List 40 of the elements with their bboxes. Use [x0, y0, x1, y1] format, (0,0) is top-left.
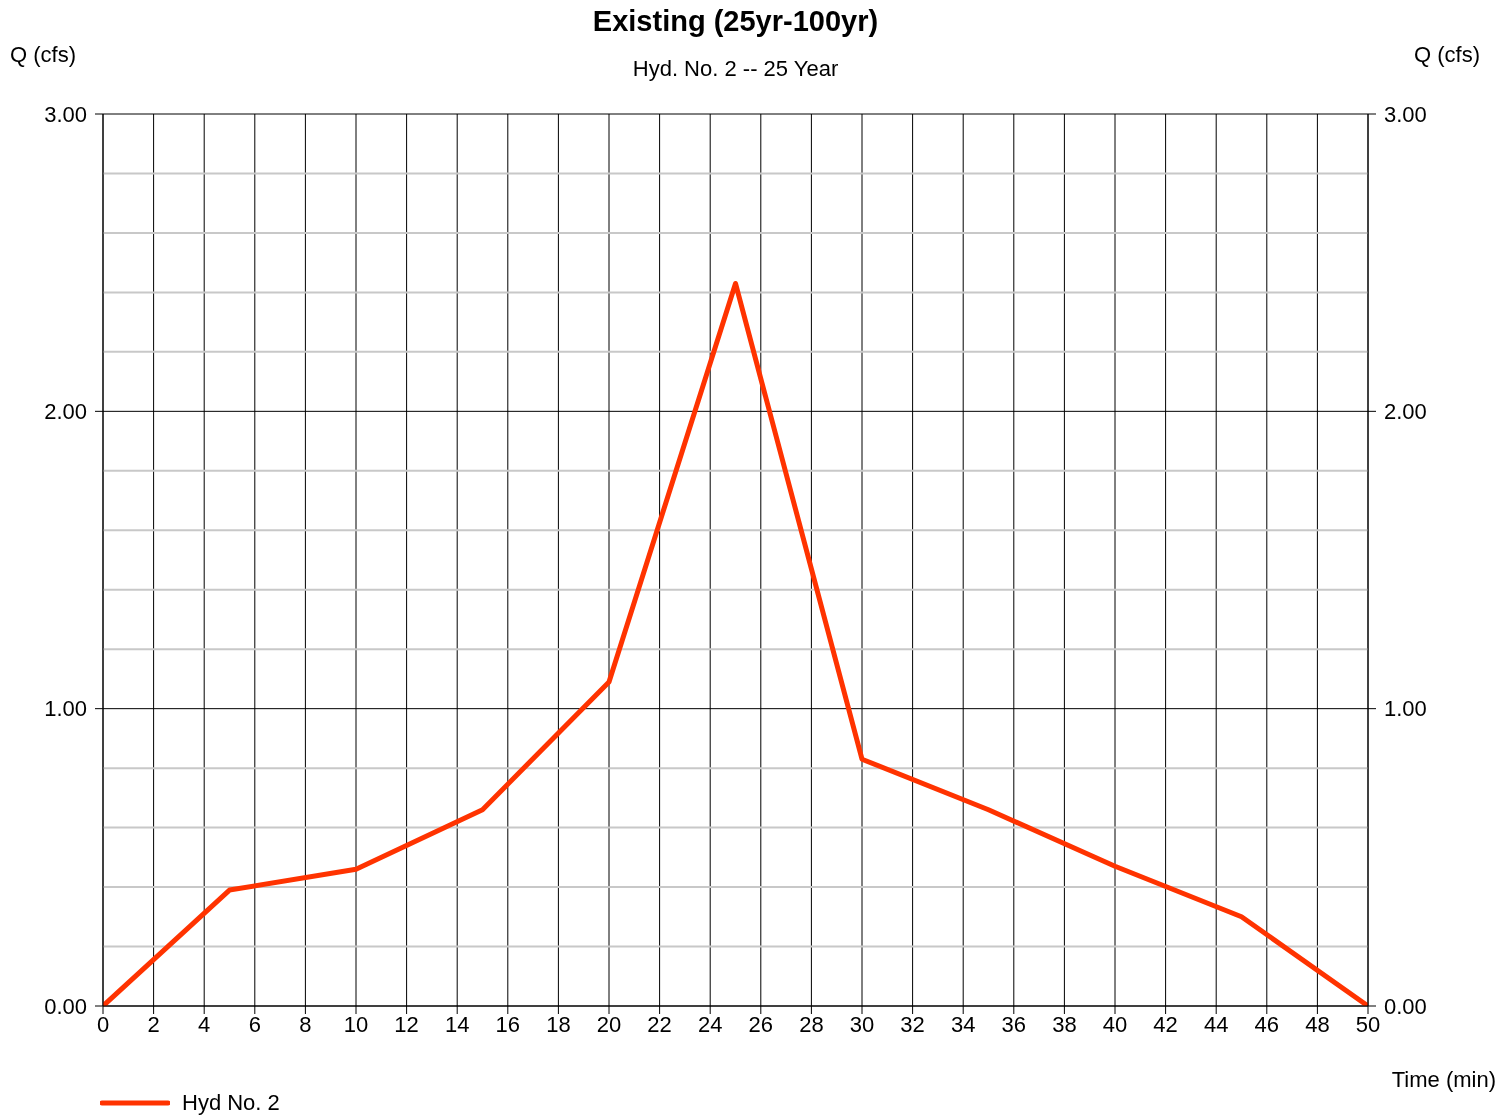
x-tick-label: 40: [1102, 1011, 1128, 1037]
x-tick-label: 30: [849, 1011, 875, 1037]
x-axis-title: Time (min): [1391, 1067, 1496, 1093]
x-tick-label: 6: [248, 1011, 261, 1037]
x-tick-label: 38: [1052, 1011, 1077, 1037]
x-tick-label: 34: [950, 1011, 976, 1037]
y-tick-label: 0.00: [44, 993, 87, 1019]
y2-tick-label: 3.00: [1384, 101, 1427, 127]
y-tick-label: 1.00: [44, 696, 87, 722]
x-tick-label: 26: [748, 1011, 774, 1037]
y-tick-label: 3.00: [44, 101, 87, 127]
x-tick-label: 10: [343, 1011, 369, 1037]
y-tick-label: 2.00: [44, 399, 87, 425]
x-tick-label: 36: [1001, 1011, 1027, 1037]
chart-subtitle: Hyd. No. 2 -- 25 Year: [632, 56, 839, 81]
x-tick-label: 24: [697, 1011, 723, 1037]
x-tick-label: 28: [799, 1011, 824, 1037]
x-tick-label: 50: [1355, 1011, 1381, 1037]
x-tick-label: 4: [198, 1011, 211, 1037]
y2-tick-label: 0.00: [1384, 993, 1427, 1019]
y-axis-title: Q (cfs): [10, 42, 76, 68]
y2-tick-label: 1.00: [1384, 696, 1427, 722]
x-tick-label: 32: [900, 1011, 925, 1037]
x-tick-label: 48: [1305, 1011, 1330, 1037]
x-tick-label: 18: [546, 1011, 571, 1037]
x-tick-label: 46: [1254, 1011, 1280, 1037]
y2-axis-title: Q (cfs): [1414, 42, 1480, 68]
x-tick-label: 42: [1153, 1011, 1178, 1037]
x-tick-label: 2: [147, 1011, 160, 1037]
legend-label: Hyd No. 2: [182, 1090, 280, 1116]
x-tick-label: 44: [1203, 1011, 1229, 1037]
x-tick-label: 8: [299, 1011, 312, 1037]
x-tick-label: 12: [394, 1011, 419, 1037]
x-tick-label: 20: [596, 1011, 622, 1037]
x-tick-label: 0: [96, 1011, 110, 1037]
x-tick-label: 22: [647, 1011, 672, 1037]
x-tick-label: 14: [444, 1011, 470, 1037]
chart-title: Existing (25yr-100yr): [591, 5, 880, 38]
y2-tick-label: 2.00: [1384, 399, 1427, 425]
x-tick-label: 16: [495, 1011, 521, 1037]
